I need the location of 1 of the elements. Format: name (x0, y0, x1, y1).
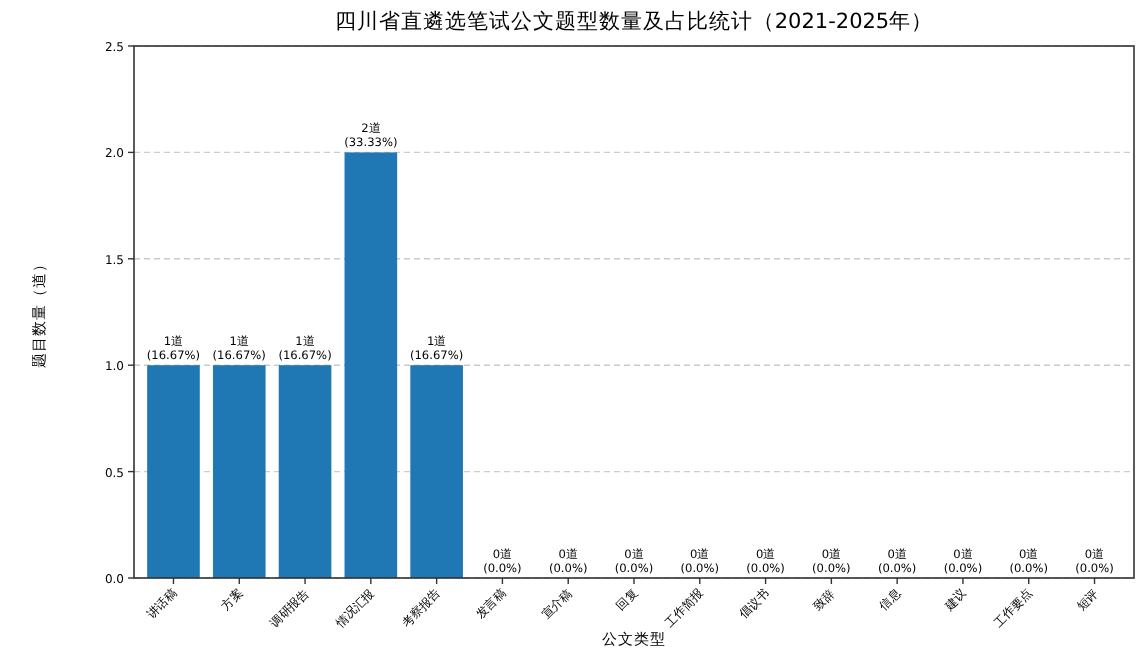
chart-title: 四川省直遴选笔试公文题型数量及占比统计（2021-2025年） (334, 8, 934, 34)
